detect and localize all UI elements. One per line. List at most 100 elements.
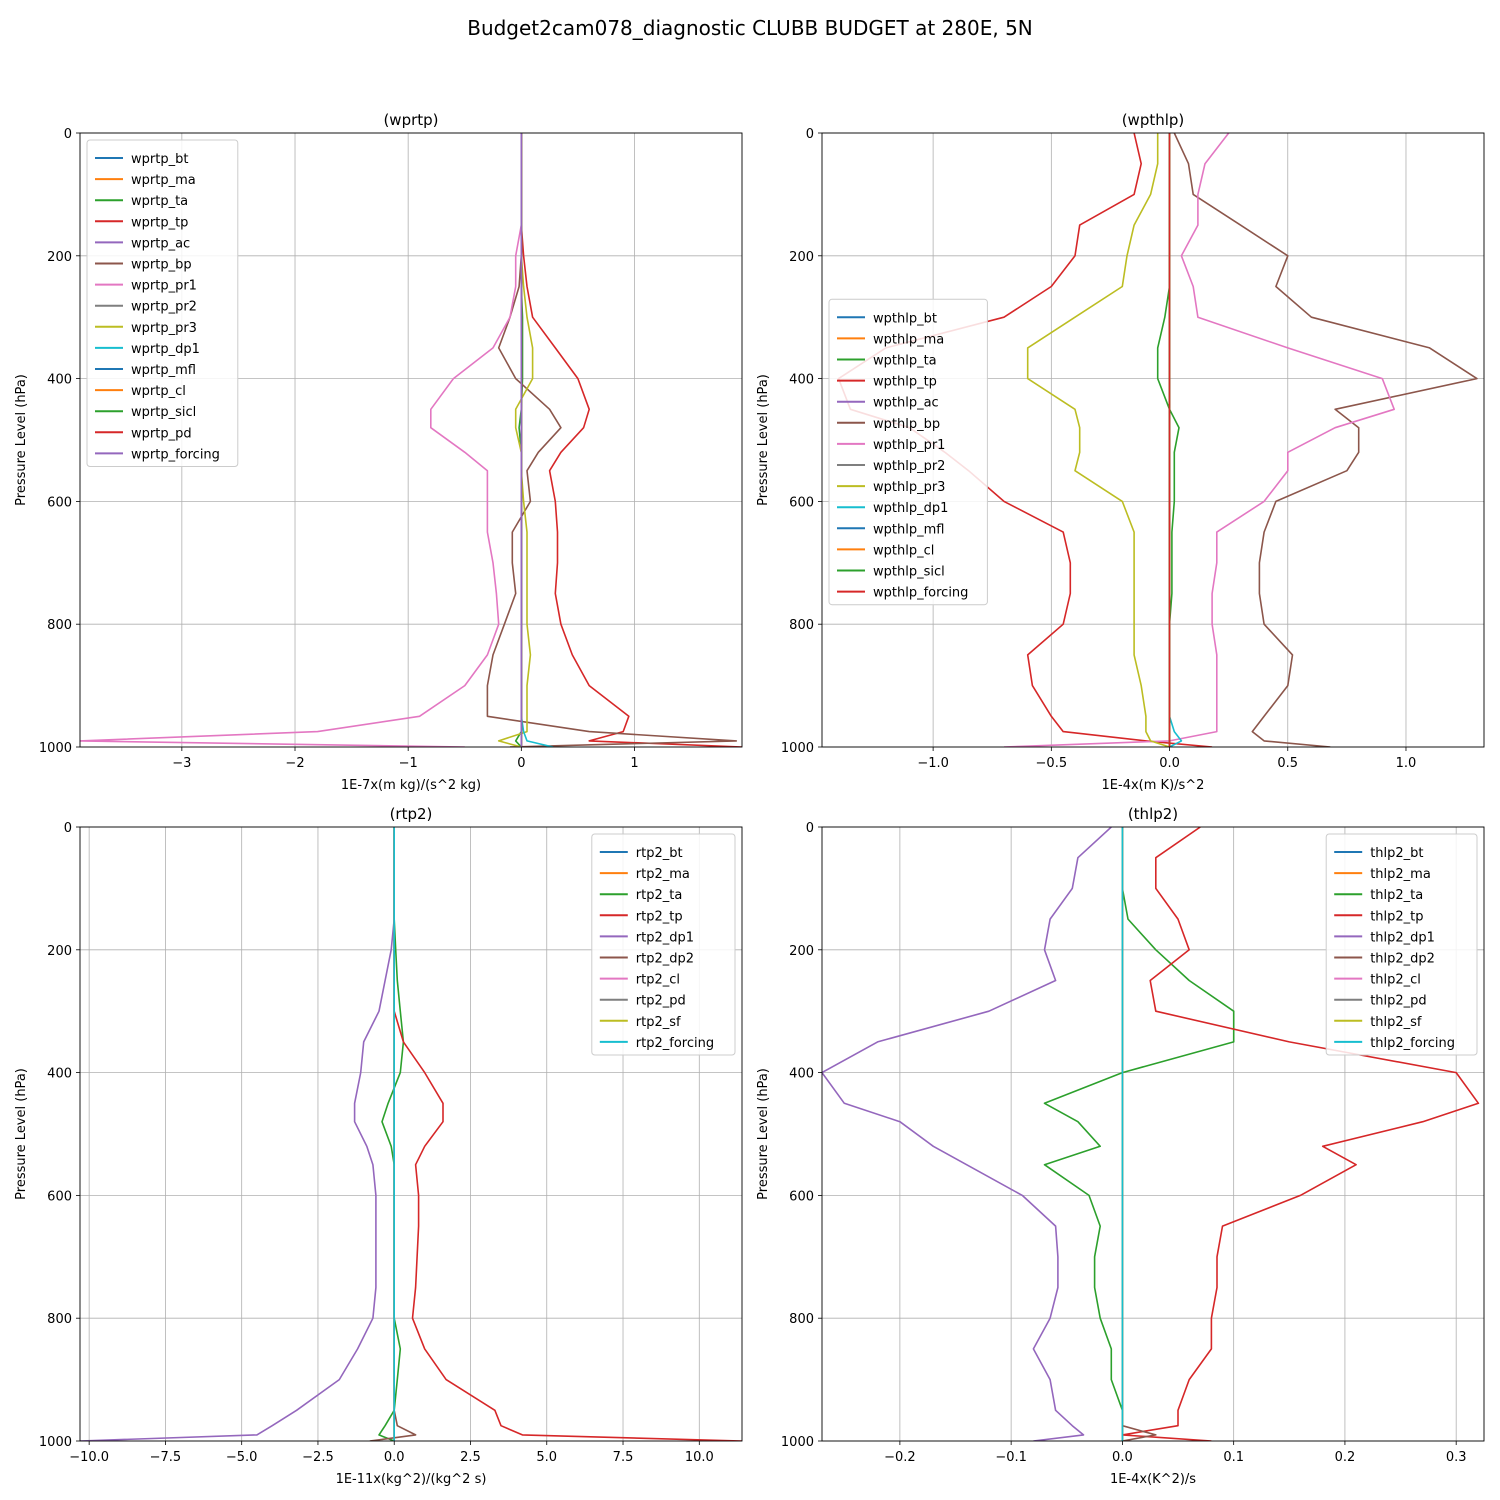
- series-line-wprtp_pr3: [497, 133, 534, 747]
- legend-label: wprtp_ac: [131, 236, 190, 251]
- panel-title: (rtp2): [390, 805, 433, 823]
- legend-label: thlp2_ma: [1370, 867, 1431, 882]
- legend-label: wpthlp_ma: [873, 332, 944, 347]
- legend-label: rtp2_dp2: [636, 952, 694, 967]
- legend-label: thlp2_tp: [1370, 909, 1423, 924]
- legend-label: wprtp_bt: [131, 152, 188, 167]
- legend-label: wprtp_sicl: [131, 405, 196, 420]
- legend-label: wpthlp_bp: [873, 417, 940, 432]
- series-line-rtp2_dp2: [369, 827, 417, 1441]
- x-tick-label: −1: [399, 756, 418, 771]
- x-tick-label: −7.5: [150, 1450, 182, 1465]
- y-tick-label: 1000: [781, 741, 814, 756]
- x-tick-label: −10.0: [69, 1450, 109, 1465]
- x-tick-label: 0.0: [1112, 1450, 1133, 1465]
- y-tick-label: 600: [47, 495, 72, 510]
- legend-label: wpthlp_pr3: [873, 480, 945, 495]
- legend-label: wpthlp_mfl: [873, 522, 944, 537]
- y-tick-label: 800: [789, 1312, 814, 1327]
- legend-label: wprtp_pr3: [131, 321, 197, 336]
- y-tick-label: 400: [47, 1067, 72, 1082]
- y-tick-label: 1000: [781, 1435, 814, 1450]
- legend: thlp2_bt thlp2_ma thlp2_ta thlp2_tp thlp2_dp…: [1325, 833, 1478, 1056]
- legend-label: wprtp_ta: [131, 194, 188, 209]
- y-tick-label: 600: [47, 1189, 72, 1204]
- figure-title: Budget2cam078_diagnostic CLUBB BUDGET at…: [467, 16, 1033, 40]
- y-tick-label: 200: [789, 250, 814, 265]
- y-tick-label: 400: [789, 373, 814, 388]
- x-tick-label: 0: [517, 756, 525, 771]
- legend-label: rtp2_ma: [636, 867, 690, 882]
- x-tick-label: −2.5: [302, 1450, 334, 1465]
- legend-box: [86, 139, 239, 467]
- legend-label: wpthlp_ta: [873, 354, 937, 369]
- legend-label: wprtp_forcing: [131, 447, 220, 462]
- y-tick-label: 200: [47, 250, 72, 265]
- axes-frame: [79, 132, 743, 748]
- legend-label: wpthlp_tp: [873, 375, 937, 390]
- series-line-wpthlp_ta: [1156, 133, 1180, 747]
- axes-frame: [821, 826, 1485, 1442]
- x-tick-label: −3: [172, 756, 191, 771]
- legend-label: thlp2_bt: [1370, 846, 1423, 861]
- x-tick-label: 0.0: [1159, 756, 1180, 771]
- legend-label: wpthlp_sicl: [873, 565, 945, 580]
- series-line-wpthlp_pr3: [1026, 133, 1170, 747]
- chart-panel-1: −1.0 −0.5 0.0 0.5 1.0 0 200 400 600 800 1000 (wpthl…: [756, 111, 1485, 793]
- legend-label: wprtp_ma: [131, 173, 196, 188]
- y-tick-label: 1000: [39, 1435, 72, 1450]
- legend-label: wprtp_mfl: [131, 363, 196, 378]
- legend-label: thlp2_pd: [1370, 994, 1426, 1009]
- y-tick-label: 800: [789, 618, 814, 633]
- y-axis-label: Pressure Level (hPa): [756, 374, 771, 506]
- series-line-wpthlp_pr1: [1003, 133, 1395, 747]
- x-tick-label: −5.0: [226, 1450, 258, 1465]
- x-axis-label: 1E-4x(K^2)/s: [1110, 1472, 1196, 1487]
- x-tick-label: 10.0: [685, 1450, 714, 1465]
- legend-label: wpthlp_forcing: [873, 586, 968, 601]
- y-tick-label: 800: [47, 618, 72, 633]
- series-line-wprtp_pr1: [80, 133, 523, 747]
- y-tick-label: 0: [806, 127, 814, 142]
- y-tick-label: 600: [789, 495, 814, 510]
- legend-label: thlp2_forcing: [1370, 1036, 1455, 1051]
- panel-title: (wpthlp): [1122, 111, 1185, 129]
- legend-label: wprtp_pr1: [131, 279, 197, 294]
- legend-label: rtp2_sf: [636, 1015, 681, 1030]
- legend: rtp2_bt rtp2_ma rtp2_ta rtp2_tp rtp2_dp1 rtp2…: [591, 833, 736, 1056]
- legend-label: thlp2_cl: [1370, 973, 1421, 988]
- legend-label: thlp2_sf: [1370, 1015, 1422, 1030]
- x-tick-label: −0.2: [884, 1450, 916, 1465]
- x-tick-label: −2: [285, 756, 304, 771]
- y-tick-label: 200: [47, 944, 72, 959]
- series-group: [80, 133, 742, 747]
- chart-panel-0: −3 −2 −1 0 1 0 200 400 600 800 1000 (wprtp) 1E-7x(m …: [14, 111, 743, 793]
- legend-label: wprtp_bp: [131, 258, 192, 273]
- x-tick-label: 0.1: [1223, 1450, 1244, 1465]
- x-tick-label: 0.2: [1335, 1450, 1356, 1465]
- x-tick-label: 2.5: [460, 1450, 481, 1465]
- y-axis-label: Pressure Level (hPa): [14, 1068, 29, 1200]
- legend-label: thlp2_dp1: [1370, 930, 1435, 945]
- series-line-wpthlp_bp: [1173, 133, 1478, 747]
- chart-panel-3: −0.2 −0.1 0.0 0.1 0.2 0.3 0 200 400 600 800 1000 (th…: [756, 805, 1485, 1487]
- x-tick-label: −0.1: [995, 1450, 1027, 1465]
- legend-label: wprtp_pd: [131, 426, 192, 441]
- x-axis-label: 1E-4x(m K)/s^2: [1102, 778, 1205, 793]
- legend-box: [828, 298, 988, 606]
- legend-label: wpthlp_dp1: [873, 501, 948, 516]
- x-axis-label: 1E-7x(m kg)/(s^2 kg): [341, 778, 481, 793]
- series-line-rtp2_ta: [378, 827, 405, 1441]
- legend-label: wprtp_tp: [131, 215, 188, 230]
- x-tick-label: 0.5: [1277, 756, 1298, 771]
- legend-label: thlp2_ta: [1370, 888, 1423, 903]
- y-tick-label: 1000: [39, 741, 72, 756]
- series-line-wprtp_bp: [486, 133, 738, 747]
- legend-label: wpthlp_ac: [873, 396, 939, 411]
- y-tick-label: 400: [789, 1067, 814, 1082]
- series-line-wprtp_tp: [520, 133, 742, 747]
- legend-label: rtp2_cl: [636, 973, 680, 988]
- legend-label: rtp2_forcing: [636, 1036, 714, 1051]
- legend-label: wpthlp_cl: [873, 543, 934, 558]
